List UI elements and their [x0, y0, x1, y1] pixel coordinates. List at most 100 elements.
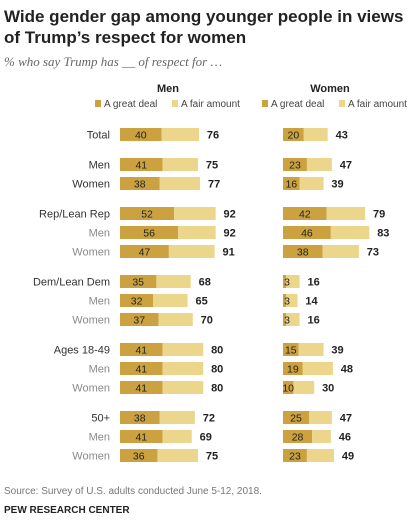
bar-great-deal-women-5-2 [283, 449, 307, 462]
bar-fair-amount-men-4-1 [162, 362, 204, 375]
bar-fair-amount-men-2-0 [174, 207, 216, 220]
label-great-deal-men-2-2: 47 [139, 247, 151, 259]
label-total-men-4-2: 80 [211, 383, 223, 395]
bar-great-deal-women-3-1 [283, 294, 287, 307]
bar-fair-amount-women-4-2 [293, 381, 315, 394]
bar-great-deal-women-0-0 [283, 128, 304, 141]
legend-label-great-deal-men: A great deal [104, 99, 157, 110]
label-great-deal-men-4-1: 41 [135, 364, 147, 376]
label-total-women-4-0: 39 [331, 345, 343, 357]
label-total-men-1-0: 75 [206, 160, 218, 172]
label-total-men-4-1: 80 [211, 364, 223, 376]
label-great-deal-women-3-0: 3 [284, 277, 290, 289]
label-great-deal-men-4-0: 41 [135, 345, 147, 357]
bar-great-deal-women-1-0 [283, 158, 307, 171]
bar-great-deal-women-1-1 [283, 177, 300, 190]
legend-swatch-fair-amount-women [339, 100, 345, 107]
chart-subtitle: % who say Trump has __ of respect for … [4, 54, 222, 69]
bar-great-deal-men-1-1 [120, 177, 160, 190]
label-great-deal-men-3-2: 37 [133, 315, 145, 327]
bar-fair-amount-men-3-0 [156, 275, 191, 288]
label-total-women-4-2: 30 [322, 383, 334, 395]
bar-fair-amount-men-4-0 [162, 343, 204, 356]
label-great-deal-women-4-1: 19 [287, 364, 299, 376]
label-great-deal-women-2-0: 42 [299, 209, 311, 221]
bar-fair-amount-women-3-1 [286, 294, 298, 307]
panel-header-women: Women [310, 83, 350, 95]
bar-great-deal-men-3-1 [120, 294, 154, 307]
row-label-2-0: Rep/Lean Rep [39, 209, 110, 221]
legend-label-fair-amount-men: A fair amount [181, 99, 240, 110]
label-total-men-5-0: 72 [203, 413, 215, 425]
label-total-women-3-2: 16 [308, 315, 320, 327]
bar-great-deal-men-5-2 [120, 449, 158, 462]
label-total-women-0-0: 43 [336, 130, 348, 142]
bar-fair-amount-men-2-1 [178, 226, 216, 239]
label-total-men-0-0: 76 [207, 130, 219, 142]
bar-great-deal-men-4-0 [120, 343, 163, 356]
label-total-women-1-0: 47 [340, 160, 352, 172]
source-note: Source: Survey of U.S. adults conducted … [4, 486, 262, 497]
legend-swatch-great-deal-women [262, 100, 268, 107]
label-great-deal-men-1-1: 38 [134, 179, 146, 191]
bar-great-deal-women-4-0 [283, 343, 299, 356]
label-total-men-3-0: 68 [199, 277, 211, 289]
bar-great-deal-men-2-1 [120, 226, 179, 239]
bar-great-deal-women-4-1 [283, 362, 303, 375]
legend-label-great-deal-women: A great deal [271, 99, 324, 110]
bar-great-deal-women-5-0 [283, 411, 309, 424]
label-great-deal-women-0-0: 20 [288, 130, 300, 142]
bar-great-deal-men-1-0 [120, 158, 163, 171]
label-great-deal-men-5-1: 41 [135, 432, 147, 444]
bar-great-deal-women-2-0 [283, 207, 327, 220]
label-great-deal-women-2-1: 46 [301, 228, 313, 240]
label-total-women-2-0: 79 [373, 209, 385, 221]
label-total-women-5-1: 46 [339, 432, 351, 444]
label-great-deal-men-4-2: 41 [135, 383, 147, 395]
row-label-1-1: Women [72, 179, 110, 191]
label-total-men-5-2: 75 [206, 451, 218, 463]
row-label-4-2: Women [72, 383, 110, 395]
bar-great-deal-men-2-2 [120, 245, 169, 258]
row-label-3-0: Dem/Lean Dem [33, 277, 110, 289]
bar-great-deal-women-3-2 [283, 313, 287, 326]
label-great-deal-men-2-0: 52 [141, 209, 153, 221]
label-great-deal-men-2-1: 56 [143, 228, 155, 240]
label-great-deal-women-5-2: 23 [289, 451, 301, 463]
bar-fair-amount-women-2-2 [322, 245, 359, 258]
bar-great-deal-men-2-0 [120, 207, 175, 220]
bar-fair-amount-women-5-0 [309, 411, 332, 424]
label-total-women-3-0: 16 [308, 277, 320, 289]
label-total-men-2-0: 92 [224, 209, 236, 221]
label-total-men-5-1: 69 [200, 432, 212, 444]
bar-fair-amount-women-1-1 [299, 177, 324, 190]
bar-great-deal-men-0-0 [120, 128, 162, 141]
bar-fair-amount-men-1-1 [159, 177, 201, 190]
bar-great-deal-women-4-2 [283, 381, 294, 394]
bar-fair-amount-women-3-2 [286, 313, 300, 326]
bar-great-deal-men-3-0 [120, 275, 157, 288]
bar-fair-amount-women-4-1 [302, 362, 333, 375]
bar-fair-amount-women-2-0 [326, 207, 366, 220]
label-total-men-4-0: 80 [211, 345, 223, 357]
organization-name: PEW RESEARCH CENTER [4, 505, 130, 516]
label-great-deal-men-5-0: 38 [134, 413, 146, 425]
bar-fair-amount-women-1-0 [306, 158, 332, 171]
row-label-2-1: Men [89, 228, 110, 240]
bar-fair-amount-men-3-1 [153, 294, 188, 307]
row-label-3-2: Women [72, 315, 110, 327]
bar-great-deal-women-2-2 [283, 245, 323, 258]
label-total-women-4-1: 48 [341, 364, 353, 376]
row-label-4-1: Men [89, 364, 110, 376]
label-great-deal-women-5-1: 28 [292, 432, 304, 444]
bar-fair-amount-women-2-1 [330, 226, 370, 239]
label-great-deal-women-1-0: 23 [289, 160, 301, 172]
label-great-deal-women-2-2: 38 [297, 247, 309, 259]
label-great-deal-women-4-2: 10 [282, 383, 294, 395]
label-total-women-5-0: 47 [340, 413, 352, 425]
bar-fair-amount-men-2-2 [168, 245, 215, 258]
label-total-men-3-1: 65 [195, 296, 207, 308]
row-label-4-0: Ages 18-49 [54, 345, 110, 357]
label-great-deal-men-3-0: 35 [132, 277, 144, 289]
